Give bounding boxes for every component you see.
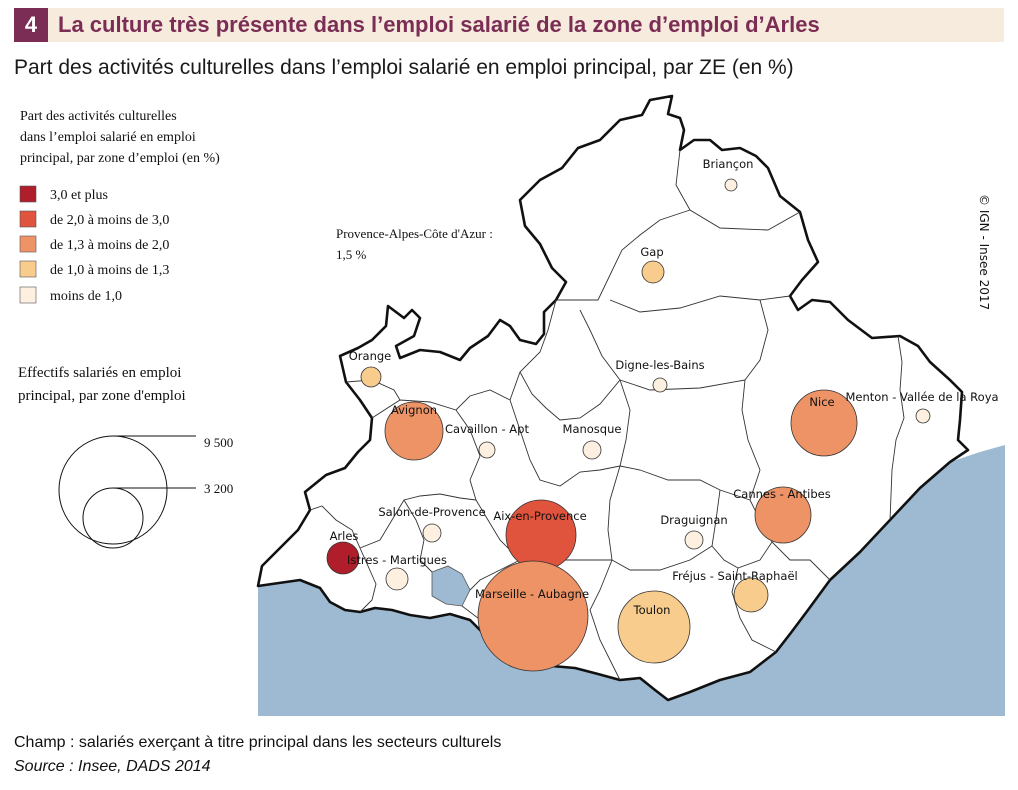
map-subtitle: Part des activités culturelles dans l’em… <box>14 56 794 79</box>
size-legend-title-line2: principal, par zone d'emploi <box>18 388 186 404</box>
circle-marseille-aubagne[interactable] <box>477 560 589 672</box>
circle-draguignan[interactable] <box>684 530 704 550</box>
legend-label-class-0: 3,0 et plus <box>50 188 108 203</box>
share-legend-title-line3: principal, par zone d’emploi (en %) <box>20 151 220 166</box>
figure-header: 4 La culture très présente dans l’emploi… <box>14 8 1004 42</box>
zone-label: Cavaillon - Apt <box>445 422 529 436</box>
size-legend-value-large: 9 500 <box>204 435 233 450</box>
region-outline <box>256 94 970 702</box>
legend-label-class-4: moins de 1,0 <box>50 289 122 304</box>
figure-number: 4 <box>14 8 48 42</box>
circle-briancon[interactable] <box>724 178 738 192</box>
circle-cavaillon-apt[interactable] <box>478 441 496 459</box>
circle-cannes-antibes[interactable] <box>754 486 812 544</box>
zone-label: Fréjus - Saint-Raphaël <box>672 569 797 583</box>
size-legend-title-line1: Effectifs salariés en emploi <box>18 365 181 381</box>
legend-swatch-class-2 <box>19 235 37 253</box>
region-note-line2: 1,5 % <box>336 247 367 262</box>
zone-label: Cannes - Antibes <box>733 487 830 501</box>
circle-nice[interactable] <box>790 389 858 457</box>
zone-label: Menton - Vallée de la Roya <box>845 390 998 404</box>
map-credit: © IGN - Insee 2017 <box>977 194 991 310</box>
circle-avignon[interactable] <box>384 401 444 461</box>
zone-label: Orange <box>349 349 392 363</box>
mediterranean-sea <box>258 445 1005 716</box>
zone-label: Briançon <box>703 157 754 171</box>
circle-digne[interactable] <box>652 377 668 393</box>
figure-title: La culture très présente dans l’emploi s… <box>58 12 820 37</box>
zone-label: Istres - Martigues <box>347 553 447 567</box>
share-legend: Part des activités culturelles dans l’em… <box>19 109 220 304</box>
share-legend-title-line2: dans l’emploi salarié en emploi <box>20 130 196 145</box>
size-legend: Effectifs salariés en emploi principal, … <box>18 365 233 549</box>
circle-menton[interactable] <box>915 408 931 424</box>
zone-label: Aix-en-Provence <box>493 509 586 523</box>
zone-label: Arles <box>330 529 359 543</box>
legend-swatch-class-4 <box>19 286 37 304</box>
share-legend-title-line1: Part des activités culturelles <box>20 109 177 124</box>
zone-label: Gap <box>640 245 663 259</box>
circle-arles[interactable] <box>326 541 360 575</box>
legend-label-class-3: de 1,0 à moins de 1,3 <box>50 263 169 278</box>
zone-label: Nice <box>809 395 834 409</box>
circle-manosque[interactable] <box>582 440 602 460</box>
zone-label: Manosque <box>563 422 622 436</box>
circle-frejus[interactable] <box>733 577 769 613</box>
zone-label: Digne-les-Bains <box>615 358 704 372</box>
circle-salon[interactable] <box>422 523 442 543</box>
etang-de-berre <box>431 565 471 607</box>
legend-label-class-2: de 1,3 à moins de 2,0 <box>50 238 169 253</box>
legend-swatch-class-1 <box>19 210 37 228</box>
region-note-line1: Provence-Alpes-Côte d'Azur : <box>336 226 493 241</box>
legend-label-class-1: de 2,0 à moins de 3,0 <box>50 213 169 228</box>
legend-swatch-class-0 <box>19 185 37 203</box>
zone-label: Draguignan <box>660 513 727 527</box>
zone-label: Salon-de-Provence <box>378 505 485 519</box>
zone-label: Marseille - Aubagne <box>475 587 589 601</box>
footer-champ: Champ : salariés exerçant à titre princi… <box>14 734 502 751</box>
footer-source: Source : Insee, DADS 2014 <box>14 758 211 775</box>
zone-labels: Briançon Gap Orange Digne-les-Bains Avig… <box>330 157 999 617</box>
circle-toulon[interactable] <box>617 590 691 664</box>
size-legend-value-small: 3 200 <box>204 481 233 496</box>
circle-gap[interactable] <box>641 260 665 284</box>
legend-swatch-class-3 <box>19 260 37 278</box>
zone-circles <box>326 178 931 672</box>
size-legend-large-circle <box>58 435 168 545</box>
zone-boundaries <box>309 149 905 681</box>
circle-istres-martigues[interactable] <box>385 567 409 591</box>
circle-orange[interactable] <box>360 366 382 388</box>
zone-label: Toulon <box>633 603 671 617</box>
zone-label: Avignon <box>391 403 437 417</box>
size-legend-small-circle <box>82 487 144 549</box>
